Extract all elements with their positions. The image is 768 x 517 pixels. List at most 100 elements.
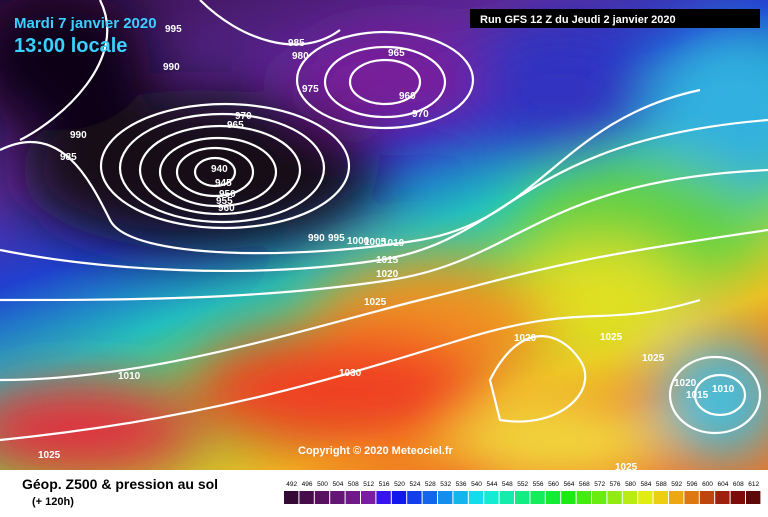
scale-swatch [345,491,360,504]
scale-label: 512 [363,481,374,488]
isobar-label: 1025 [615,462,638,473]
isobar-label: 1010 [712,384,735,395]
isobar-label: 1005 [364,237,387,248]
isobar-labels: 9959909859809759659609709709659909859409… [38,24,735,473]
scale-label: 532 [440,481,451,488]
scale-label: 584 [640,481,651,488]
isobar-label: 1015 [686,390,709,401]
scale-swatch [715,491,730,504]
isobar-label: 990 [70,130,87,141]
scale-swatch [638,491,653,504]
scale-label: 536 [456,481,467,488]
scale-swatch [330,491,345,504]
scale-swatch [607,491,622,504]
isobar-label: 990 [163,62,180,73]
isobars [0,0,768,440]
isobar-label: 960 [399,91,416,102]
scale-label: 548 [502,481,513,488]
isobar-label: 1020 [514,333,537,344]
isobar-label: 1025 [364,297,387,308]
scale-swatch [468,491,484,504]
isobar-label: 960 [218,203,235,214]
scale-label: 524 [409,481,420,488]
scale-label: 564 [563,481,574,488]
scale-label: 504 [332,481,343,488]
isobar-label: 1010 [118,371,141,382]
scale-swatch [299,491,314,504]
scale-swatch [376,491,391,504]
scale-swatch [515,491,530,504]
isobar-label: 1015 [376,255,399,266]
date: Mardi 7 janvier 2020 [14,15,157,32]
scale-swatch [622,491,638,504]
isobar-label: 1025 [642,353,665,364]
scale-label: 528 [425,481,436,488]
run: Run GFS 12 Z du Jeudi 2 janvier 2020 [480,14,676,26]
scale-swatch [746,491,761,504]
isobar-label: 985 [60,152,77,163]
isobar-label: 955 [216,196,233,207]
scale-label: 568 [579,481,590,488]
scale-swatch [576,491,591,504]
isobar-label: 985 [288,38,305,49]
isobar-label: 970 [235,111,252,122]
isobar-label: 1025 [38,450,61,461]
scale-label: 492 [286,481,297,488]
scale-label: 592 [671,481,682,488]
scale-swatch [284,491,299,504]
isobar-label: 995 [165,24,182,35]
isobar-label: 990 [308,233,325,244]
scale-swatch [422,491,437,504]
isobar-label: 970 [412,109,429,120]
scale-swatch [545,491,561,504]
isobar-label: 1010 [382,238,405,249]
scale-swatch [314,491,330,504]
isobar-label: 1000 [347,236,370,247]
field [0,0,768,480]
scale-swatch [530,491,545,504]
run-box [470,9,760,28]
isobar-label: 965 [388,48,405,59]
scale-label: 520 [394,481,405,488]
scale-swatch [484,491,499,504]
isobar-label: 995 [328,233,345,244]
scale-swatch [361,491,376,504]
scale-swatch [730,491,745,504]
scale-label: 572 [594,481,605,488]
scale-label: 544 [486,481,497,488]
scale-label: 600 [702,481,713,488]
scale-swatch [684,491,699,504]
isobar-label: 975 [302,84,319,95]
scale-swatch [407,491,422,504]
isobar-label: 965 [227,120,244,131]
scale-swatch [653,491,668,504]
scale-label: 508 [348,481,359,488]
isobar-label: 945 [215,178,232,189]
scale-swatch [669,491,684,504]
scale-swatch [438,491,453,504]
copyright: Copyright © 2020 Meteociel.fr [298,445,454,457]
isobar-label: 940 [211,164,228,175]
scale-label: 588 [656,481,667,488]
footer-lead: (+ 120h) [32,496,74,508]
scale-label: 500 [317,481,328,488]
scale-label: 608 [733,481,744,488]
scale-label: 580 [625,481,636,488]
scale-label: 540 [471,481,482,488]
scale-swatch [699,491,715,504]
color-scale: 492 496 500 504 508 512 516 520 524 528 532 536 540 5… [284,481,761,504]
isobar-label: 1030 [339,368,362,379]
scale-swatch [561,491,576,504]
scale-label: 576 [610,481,621,488]
scale-label: 604 [717,481,728,488]
isobar-label: 980 [292,51,309,62]
scale-label: 596 [687,481,698,488]
time: 13:00 locale [14,35,127,57]
isobar-label: 1020 [376,269,399,280]
isobar-label: 1020 [674,378,697,389]
footer-title: Géop. Z500 & pression au sol [22,476,218,492]
scale-label: 496 [302,481,313,488]
scale-swatch [499,491,514,504]
scale-swatch [453,491,468,504]
